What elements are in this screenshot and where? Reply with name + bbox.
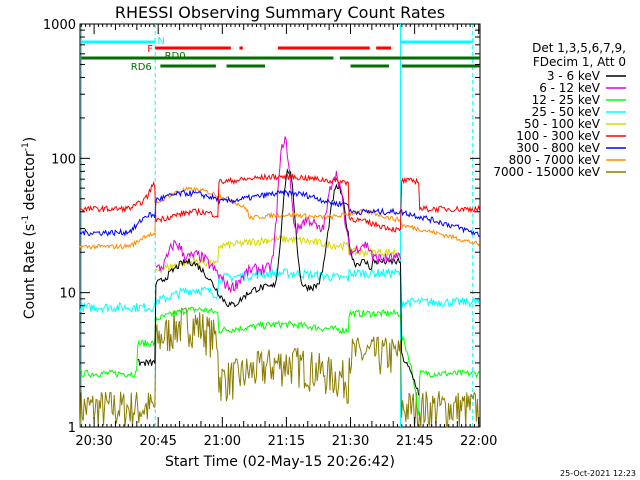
x-tick-label: 22:00 (460, 434, 497, 449)
legend-label-4: 50 - 100 keV (524, 117, 601, 131)
series-line-6 (79, 189, 480, 237)
chart-title: RHESSI Observing Summary Count Rates (115, 3, 445, 22)
timestamp: 25-Oct-2021 12:23 (560, 469, 636, 478)
y-axis-label-mid: detector (22, 151, 38, 215)
x-tick-label: 21:30 (332, 434, 369, 449)
series-lines (79, 136, 481, 428)
y-tick-label: 10 (59, 287, 76, 302)
series-line-3 (79, 266, 481, 314)
x-tick-label: 20:30 (75, 434, 112, 449)
flag-label-rd6: RD6 (131, 62, 152, 73)
legend-header-1: Det 1,3,5,6,7,9, (532, 41, 626, 55)
y-axis-label-sup1: -1 (21, 215, 31, 224)
y-tick-label: 1000 (43, 18, 76, 33)
series-line-2 (79, 306, 480, 416)
legend-label-0: 3 - 6 keV (547, 69, 601, 83)
x-axis-label: Start Time (02-May-15 20:26:42) (165, 454, 395, 470)
y-axis-label: Count Rate (s-1 detector-1) (21, 137, 38, 319)
y-axis-label-main: Count Rate (s (22, 224, 38, 319)
legend-label-7: 800 - 7000 keV (509, 153, 601, 167)
series-line-0 (137, 168, 420, 396)
y-tick-label: 100 (51, 152, 76, 167)
legend-label-6: 300 - 800 keV (516, 141, 600, 155)
series-line-5 (79, 172, 481, 233)
legend-label-3: 25 - 50 keV (532, 105, 601, 119)
y-axis-label-sup2: -1 (21, 142, 31, 151)
x-tick-label: 20:45 (139, 434, 176, 449)
x-tick-label: 21:45 (396, 434, 433, 449)
axes: 1 10 100 1000 20:30 20:45 21:00 21:15 21:30 21:45… (43, 18, 498, 449)
series-line-4 (155, 234, 401, 275)
legend-header-2: FDecim 1, Att 0 (533, 55, 626, 69)
plot-frame (79, 23, 481, 428)
x-tick-label: 21:00 (204, 434, 241, 449)
legend-label-2: 12 - 25 keV (532, 93, 601, 107)
legend-label-1: 6 - 12 keV (539, 81, 601, 95)
flag-label-f: F (147, 44, 153, 55)
series-line-8 (79, 307, 481, 428)
flag-label-rd0: RD0 (165, 51, 186, 62)
series-line-7 (79, 186, 481, 251)
series-line-1 (155, 136, 401, 293)
x-tick-label: 21:15 (268, 434, 305, 449)
y-axis-label-end: ) (22, 137, 38, 142)
legend-label-8: 7000 - 15000 keV (493, 165, 600, 179)
y-tick-label: 1 (68, 421, 76, 436)
flag-label-n: N (157, 36, 164, 47)
legend-label-5: 100 - 300 keV (516, 129, 600, 143)
legend: Det 1,3,5,6,7,9, FDecim 1, Att 0 3 - 6 k… (493, 41, 626, 179)
flag-bars: NF RD0 RD6 (81, 36, 480, 73)
